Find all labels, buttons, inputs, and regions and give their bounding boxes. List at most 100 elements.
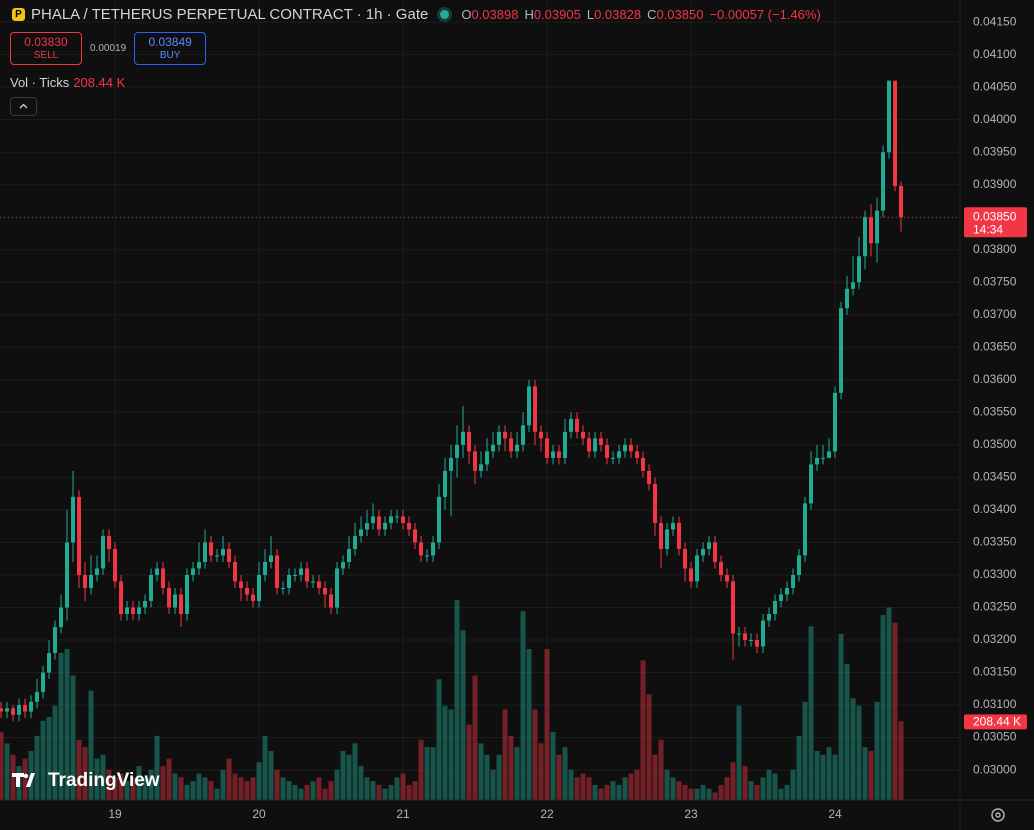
candle-body [155, 568, 160, 575]
symbol: PHALA / TETHERUS PERPETUAL CONTRACT · 1h… [31, 6, 429, 23]
ohlc-item: L0.03828 [587, 7, 641, 22]
volume-bar [454, 600, 460, 800]
volume-bar [724, 777, 730, 800]
volume-bar [484, 754, 490, 800]
legend-header: P PHALA / TETHERUS PERPETUAL CONTRACT · … [12, 6, 821, 23]
candle-body [581, 431, 586, 439]
volume-bar [502, 709, 508, 800]
candle-body [713, 542, 718, 562]
volume-bar [304, 784, 310, 800]
candle-body [809, 464, 814, 504]
volume-bar [712, 792, 718, 800]
volume-bar [682, 784, 688, 800]
volume-bar [688, 788, 694, 800]
volume-bar [370, 781, 376, 800]
candle-body [785, 587, 790, 595]
candle-body [539, 431, 544, 439]
volume-bar [70, 675, 76, 800]
ohlc-item: C0.03850 [647, 7, 703, 22]
candle-body [491, 444, 496, 452]
volume-bar [322, 788, 328, 800]
volume-bar [760, 777, 766, 800]
x-tick-label: 22 [540, 807, 554, 821]
candle-body [719, 561, 724, 575]
volume-bar [820, 754, 826, 800]
volume-bar [364, 777, 370, 800]
volume-label-box [964, 714, 1027, 730]
volume-bar [268, 750, 274, 800]
candle-body [563, 431, 568, 458]
candle-body [887, 80, 892, 153]
volume-bar [40, 720, 46, 800]
ohlc-key: H [524, 7, 534, 22]
candle-body [737, 633, 742, 635]
volume-bar [244, 781, 250, 800]
candle-body [575, 418, 580, 432]
volume-bar [208, 781, 214, 800]
candle-body [845, 288, 850, 309]
candle-body [179, 594, 184, 614]
candle-body [383, 522, 388, 530]
volume-bar [148, 769, 154, 800]
candle-body [857, 256, 862, 283]
volume-bar [280, 777, 286, 800]
volume-bar [412, 781, 418, 800]
candle-body [707, 542, 712, 549]
candle-body [611, 457, 616, 459]
volume-bar [646, 694, 652, 800]
candle-body [395, 516, 400, 518]
candle-body [107, 535, 112, 549]
volume-bar [478, 743, 484, 800]
volume-bar [814, 750, 820, 800]
x-tick-label: 20 [252, 807, 266, 821]
volume-bar [466, 724, 472, 800]
volume-bar [808, 626, 814, 800]
y-tick-label: 0.04000 [973, 112, 1017, 126]
candle-body [425, 555, 430, 557]
candle-body [617, 451, 622, 458]
candle-body [251, 594, 256, 601]
y-tick-label: 0.04100 [973, 47, 1017, 61]
candle-body [467, 431, 472, 452]
candle-body [203, 542, 208, 562]
volume-bar [376, 784, 382, 800]
volume-bar [754, 784, 760, 800]
candle-body [191, 568, 196, 575]
candle-body [119, 581, 124, 614]
candle-body [101, 535, 106, 569]
volume-bar [88, 690, 94, 800]
volume-bar [520, 611, 526, 800]
candle-body [59, 607, 64, 627]
volume-bar [94, 758, 100, 800]
candle-body [647, 470, 652, 484]
candle-body [227, 548, 232, 562]
buy-button[interactable]: 0.03849 BUY [134, 32, 207, 65]
candle-body [233, 561, 238, 582]
collapse-button[interactable] [10, 97, 37, 116]
volume-bar [112, 777, 118, 800]
candle-body [89, 574, 94, 588]
volume-bar [136, 766, 142, 800]
x-tick-label: 24 [828, 807, 842, 821]
volume-bar [610, 781, 616, 800]
volume-legend: Vol · Ticks 208.44 K [10, 75, 125, 90]
candle-body [779, 594, 784, 601]
candle-body [365, 522, 370, 530]
candle-body [659, 522, 664, 549]
volume-bar [874, 701, 880, 800]
candle-body [653, 483, 658, 523]
settings-icon[interactable] [991, 808, 1005, 822]
volume-bar [352, 743, 358, 800]
y-tick-label: 0.03050 [973, 730, 1017, 744]
candle-body [0, 708, 4, 712]
volume-bar [142, 777, 148, 800]
candle-body [473, 451, 478, 471]
sell-button[interactable]: 0.03830 SELL [10, 32, 82, 65]
ohlc-value: 0.03905 [533, 7, 581, 22]
volume-bar [778, 788, 784, 800]
candle-body [419, 542, 424, 556]
candle-body [437, 496, 442, 543]
candle-body [323, 587, 328, 595]
ohlc-item: O0.03898 [461, 7, 518, 22]
candle-body [5, 708, 10, 712]
